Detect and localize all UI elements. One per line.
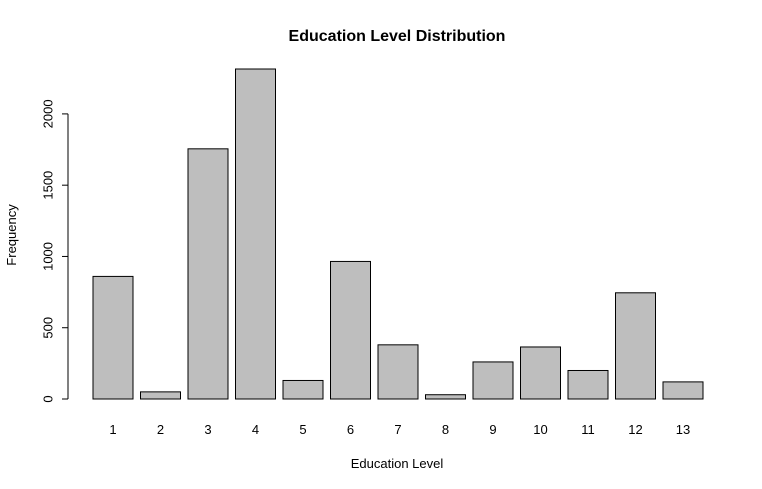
y-axis: 0 500 1000 1500 2000 bbox=[41, 99, 69, 403]
bar-9 bbox=[472, 361, 514, 400]
x-tick-label-1: 1 bbox=[109, 422, 116, 437]
bar-2 bbox=[140, 391, 181, 400]
x-tick-label-13: 13 bbox=[676, 422, 690, 437]
bar-1 bbox=[92, 275, 134, 400]
bar-13 bbox=[662, 381, 704, 400]
bar-7 bbox=[377, 344, 419, 400]
x-tick-label-8: 8 bbox=[442, 422, 449, 437]
y-tick-label-1500: 1500 bbox=[41, 171, 56, 200]
x-axis-label: Education Level bbox=[351, 456, 444, 471]
y-tick-label-500: 500 bbox=[41, 317, 56, 339]
bars-group bbox=[92, 68, 704, 400]
y-tick-label-2000: 2000 bbox=[41, 99, 56, 128]
x-tick-label-12: 12 bbox=[628, 422, 642, 437]
x-tick-labels: 1 2 3 4 5 6 7 8 9 10 11 12 13 bbox=[109, 422, 690, 437]
x-tick-label-11: 11 bbox=[581, 422, 595, 437]
bar-3 bbox=[187, 148, 229, 400]
y-axis-label: Frequency bbox=[4, 204, 19, 266]
y-tick-label-0: 0 bbox=[41, 395, 56, 402]
bar-8 bbox=[425, 394, 466, 400]
bar-12 bbox=[615, 292, 656, 400]
bar-10 bbox=[520, 346, 561, 400]
x-tick-label-9: 9 bbox=[489, 422, 496, 437]
x-tick-label-5: 5 bbox=[299, 422, 306, 437]
x-tick-label-6: 6 bbox=[347, 422, 354, 437]
bar-4 bbox=[235, 68, 276, 400]
x-tick-label-7: 7 bbox=[394, 422, 401, 437]
x-tick-label-3: 3 bbox=[204, 422, 211, 437]
bar-6 bbox=[330, 260, 371, 400]
chart-title: Education Level Distribution bbox=[289, 28, 506, 45]
bar-11 bbox=[567, 369, 609, 400]
bar-5 bbox=[282, 379, 324, 400]
x-tick-label-10: 10 bbox=[533, 422, 547, 437]
x-tick-label-2: 2 bbox=[157, 422, 164, 437]
y-tick-label-1000: 1000 bbox=[41, 242, 56, 271]
x-tick-label-4: 4 bbox=[252, 422, 259, 437]
